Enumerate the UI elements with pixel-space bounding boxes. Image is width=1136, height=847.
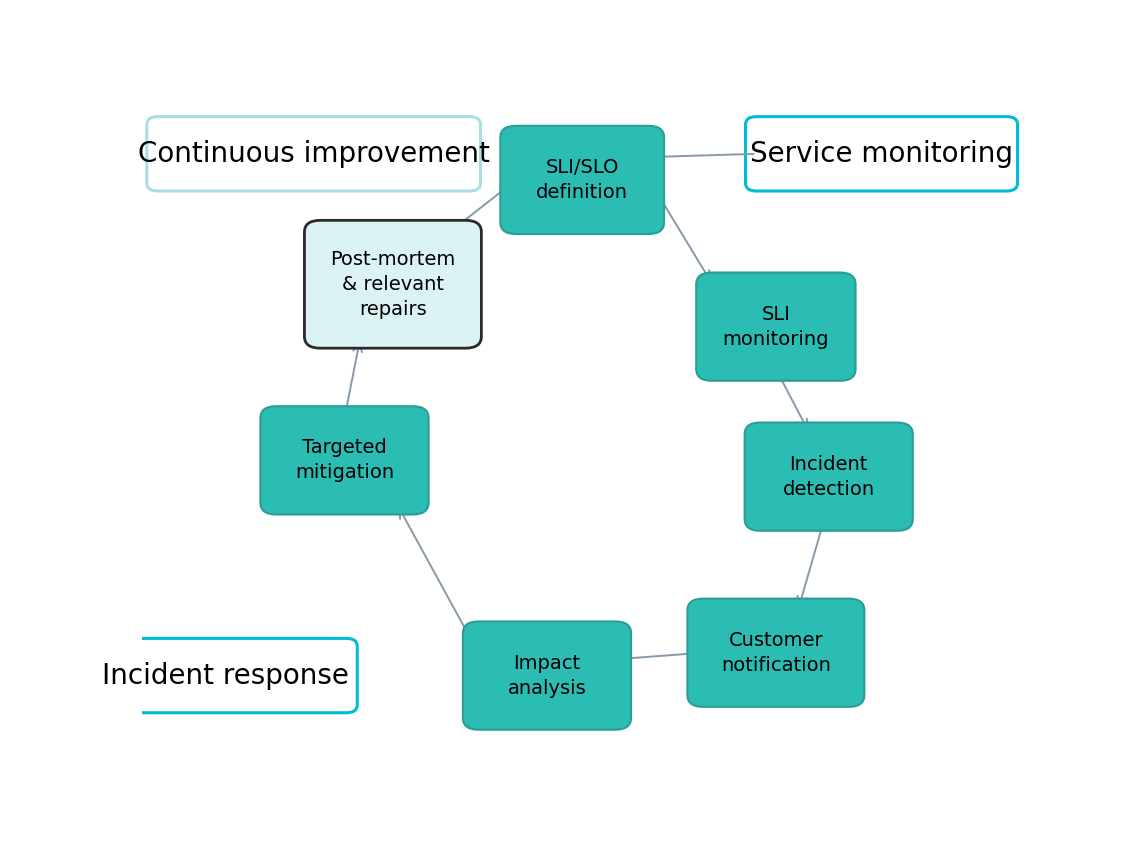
Text: Service monitoring: Service monitoring: [750, 140, 1013, 168]
Text: Customer
notification: Customer notification: [721, 631, 830, 675]
FancyBboxPatch shape: [744, 423, 913, 531]
FancyBboxPatch shape: [147, 117, 481, 191]
Text: Incident
detection: Incident detection: [783, 455, 875, 499]
Text: Continuous improvement: Continuous improvement: [137, 140, 490, 168]
FancyBboxPatch shape: [687, 599, 864, 707]
FancyBboxPatch shape: [745, 117, 1018, 191]
FancyBboxPatch shape: [696, 273, 855, 381]
FancyBboxPatch shape: [462, 622, 632, 730]
Text: SLI/SLO
definition: SLI/SLO definition: [536, 158, 628, 202]
FancyBboxPatch shape: [260, 407, 428, 514]
Text: Incident response: Incident response: [102, 662, 349, 689]
FancyBboxPatch shape: [500, 125, 665, 234]
FancyBboxPatch shape: [94, 639, 357, 712]
Text: SLI
monitoring: SLI monitoring: [722, 305, 829, 349]
Text: Targeted
mitigation: Targeted mitigation: [295, 439, 394, 482]
FancyBboxPatch shape: [304, 220, 482, 348]
Text: Post-mortem
& relevant
repairs: Post-mortem & relevant repairs: [331, 250, 456, 318]
Text: Impact
analysis: Impact analysis: [508, 654, 586, 698]
